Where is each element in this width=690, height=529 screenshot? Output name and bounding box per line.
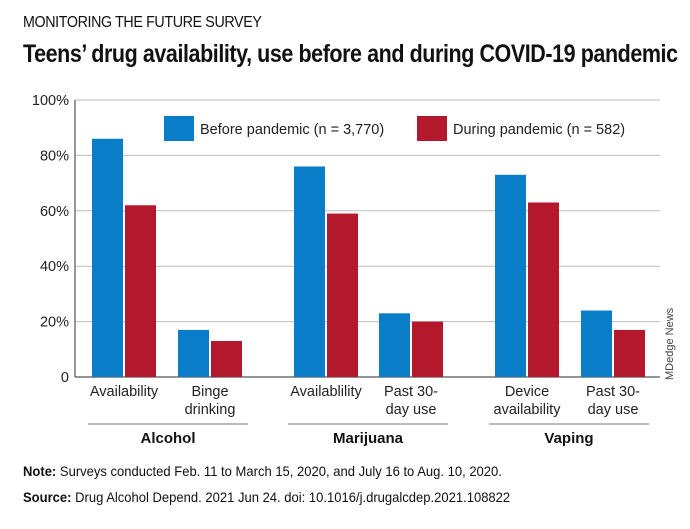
bar-during bbox=[327, 213, 358, 377]
x-tick-label: availability bbox=[494, 402, 562, 418]
bar-during bbox=[528, 202, 559, 377]
source-text: Drug Alcohol Depend. 2021 Jun 24. doi: 1… bbox=[71, 489, 511, 505]
x-tick-label: day use bbox=[386, 402, 437, 418]
bar-before bbox=[92, 138, 123, 377]
bar-during bbox=[211, 340, 242, 377]
bar-during bbox=[125, 205, 156, 377]
x-tick-label: Availablility bbox=[290, 384, 362, 400]
group-label: Alcohol bbox=[141, 430, 196, 447]
source-label: Source: bbox=[23, 489, 72, 505]
group-label: Vaping bbox=[544, 430, 593, 447]
bar-before bbox=[178, 329, 209, 377]
x-tick-label: drinking bbox=[185, 402, 236, 418]
legend-swatch bbox=[164, 116, 194, 141]
y-tick-label: 80% bbox=[40, 148, 69, 164]
x-tick-label: day use bbox=[588, 402, 639, 418]
footnote-label: Note: bbox=[23, 463, 57, 479]
footnote-text: Surveys conducted Feb. 11 to March 15, 2… bbox=[56, 463, 502, 479]
y-tick-label: 20% bbox=[40, 315, 69, 331]
y-tick-label: 0 bbox=[61, 370, 69, 386]
bar-during bbox=[412, 321, 443, 377]
chart-kicker: MONITORING THE FUTURE SURVEY bbox=[23, 14, 262, 31]
legend-label: Before pandemic (n = 3,770) bbox=[200, 122, 384, 138]
x-tick-label: Availability bbox=[90, 384, 159, 400]
bar-before bbox=[581, 310, 612, 377]
x-tick-label: Binge bbox=[191, 384, 228, 400]
x-tick-label: Device bbox=[505, 384, 549, 400]
footnote: Note: Surveys conducted Feb. 11 to March… bbox=[23, 463, 502, 479]
watermark: MDedge News bbox=[664, 307, 676, 380]
chart-title: Teens’ drug availability, use before and… bbox=[23, 40, 678, 68]
x-tick-label: Past 30- bbox=[586, 384, 640, 400]
legend-swatch bbox=[417, 116, 447, 141]
bar-during bbox=[614, 329, 645, 377]
x-tick-label: Past 30- bbox=[384, 384, 438, 400]
bar-before bbox=[379, 313, 410, 377]
group-label: Marijuana bbox=[333, 430, 404, 447]
legend-label: During pandemic (n = 582) bbox=[453, 122, 625, 138]
bar-before bbox=[294, 166, 325, 377]
y-tick-label: 100% bbox=[32, 93, 69, 109]
bar-before bbox=[495, 174, 526, 377]
y-tick-label: 40% bbox=[40, 259, 69, 275]
source-line: Source: Drug Alcohol Depend. 2021 Jun 24… bbox=[23, 489, 510, 505]
y-tick-label: 60% bbox=[40, 204, 69, 220]
